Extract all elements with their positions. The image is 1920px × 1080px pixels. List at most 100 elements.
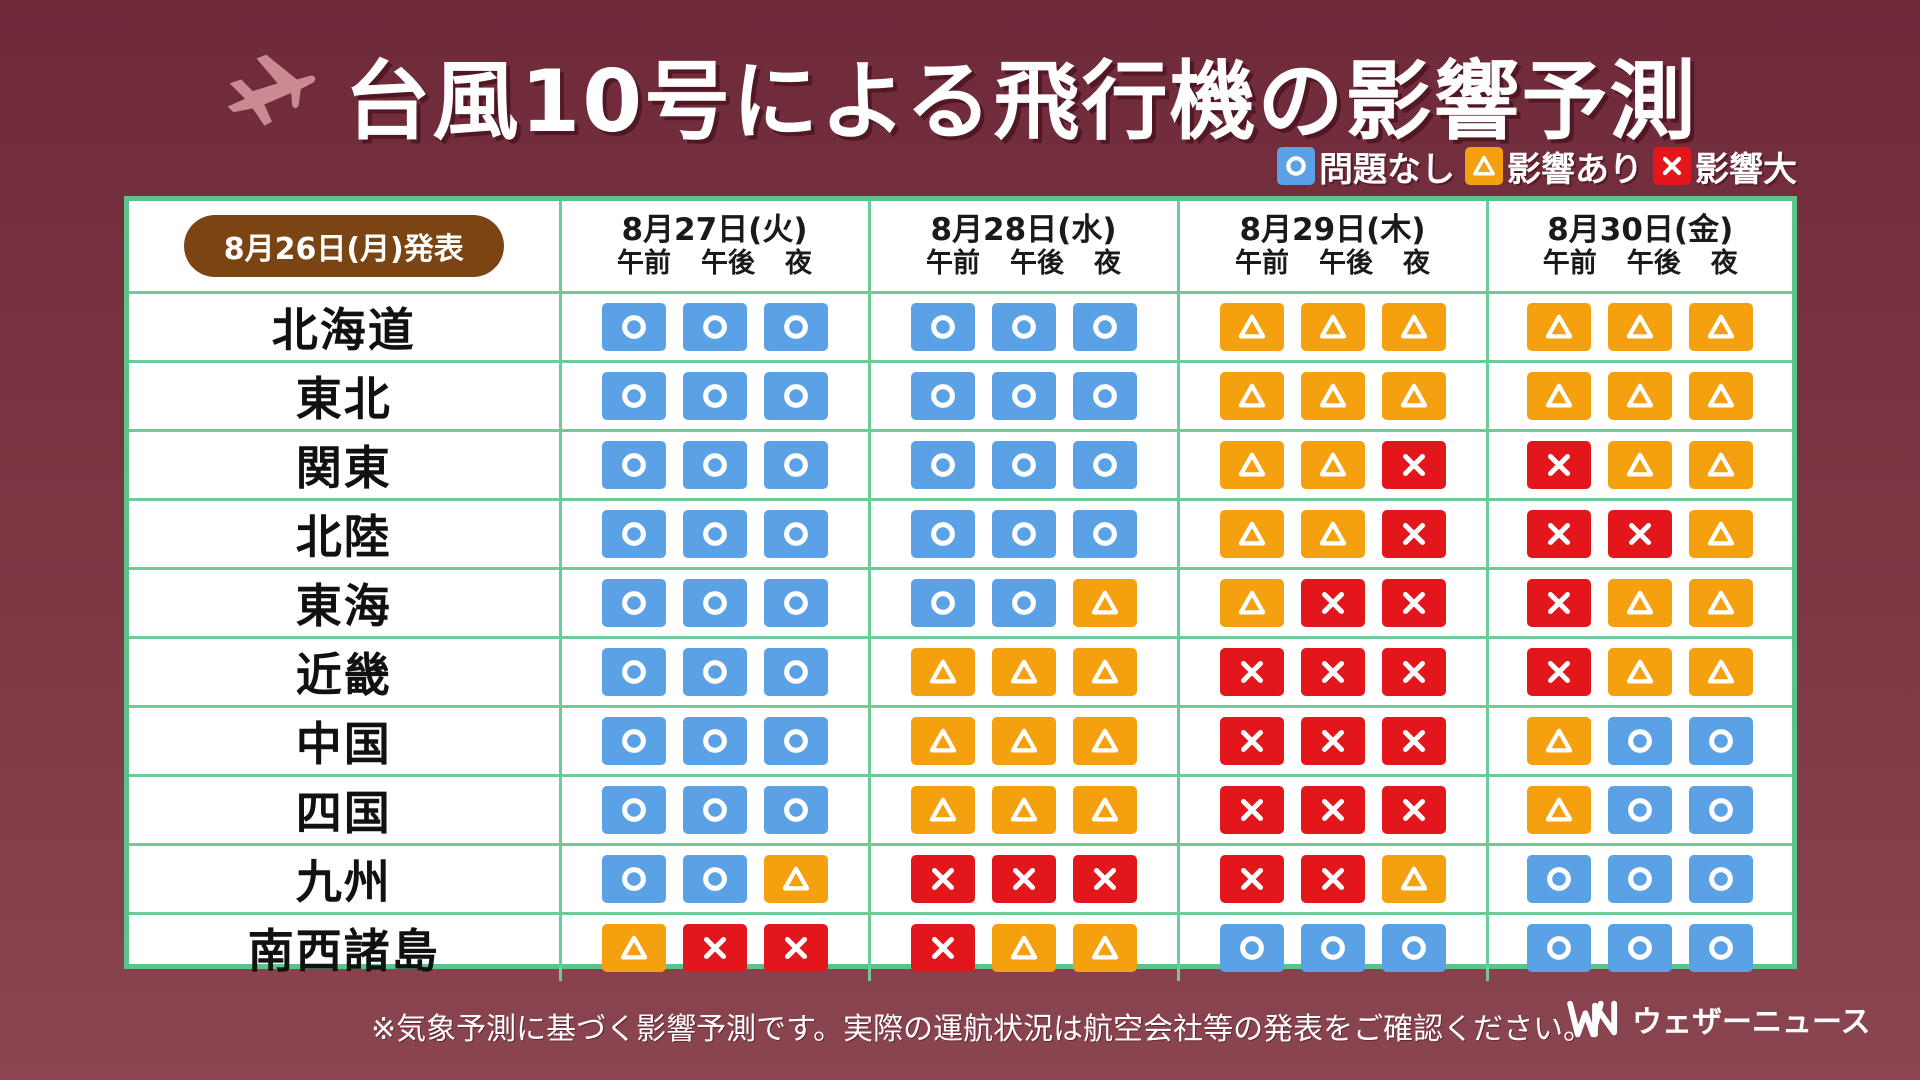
day-cell [558,428,871,501]
day-date: 8月28日(水) [930,211,1117,248]
triangle-icon [1608,440,1673,489]
circle-icon [1381,923,1446,972]
cross-icon [1381,578,1446,627]
day-cell [1176,497,1489,570]
circle-icon [601,302,666,351]
table-row: 中国 [129,704,1792,777]
triangle-icon [910,716,975,765]
circle-icon [682,578,747,627]
triangle-icon [1300,371,1365,420]
triangle-icon [1072,923,1137,972]
issued-cell: 8月26日(月)発表 [129,201,562,294]
table-row: 関東 [129,428,1792,501]
period-night: 夜 [1710,247,1738,279]
triangle-icon [601,923,666,972]
day-cell [558,704,871,777]
day-cell [1485,497,1792,570]
day-cell [1176,911,1489,981]
triangle-icon [910,785,975,834]
day-header: 8月27日(火) 午前 午後 夜 [558,201,871,294]
day-cell [558,911,871,981]
brand-name: ウェザーニュース [1632,1005,1871,1040]
day-cell [558,566,871,639]
table-row: 東海 [129,566,1792,639]
triangle-icon [1219,371,1284,420]
triangle-icon [1689,647,1754,696]
triangle-icon [991,923,1056,972]
cross-icon [1300,578,1365,627]
triangle-icon [1608,578,1673,627]
circle-icon [682,509,747,558]
circle-icon [910,440,975,489]
cross-icon [1527,440,1592,489]
day-cell [1485,292,1792,363]
region-name: 北陸 [129,497,562,570]
circle-icon [1527,854,1592,903]
period-labels: 午前 午後 夜 [871,248,1177,280]
day-cell [558,359,871,432]
circle-icon [682,371,747,420]
circle-icon [763,509,828,558]
region-name: 関東 [129,428,562,501]
day-cell [1485,566,1792,639]
cross-icon [1381,716,1446,765]
day-cell [867,497,1180,570]
period-am: 午前 [926,247,980,279]
circle-icon [1072,440,1137,489]
day-header: 8月29日(木) 午前 午後 夜 [1176,201,1489,294]
triangle-icon [1689,509,1754,558]
triangle-icon [1527,302,1592,351]
period-night: 夜 [785,247,812,279]
cross-icon [1527,647,1592,696]
triangle-icon [1689,302,1754,351]
circle-icon [1608,785,1673,834]
circle-icon [601,509,666,558]
day-cell [867,704,1180,777]
day-cell [1485,428,1792,501]
region-name: 南西諸島 [129,911,562,981]
circle-icon [682,440,747,489]
cross-icon [1381,647,1446,696]
region-name: 東北 [129,359,562,432]
triangle-icon [763,854,828,903]
triangle-icon [1300,509,1365,558]
triangle-icon [1608,302,1673,351]
circle-icon [1072,302,1137,351]
region-name: 近畿 [129,635,562,708]
table-row: 四国 [129,773,1792,846]
triangle-icon [1300,440,1365,489]
cross-icon [1300,716,1365,765]
period-night: 夜 [1094,247,1121,279]
day-date: 8月30日(金) [1547,211,1734,248]
day-cell [867,428,1180,501]
day-cell [558,497,871,570]
circle-icon [910,371,975,420]
circle-icon [991,578,1056,627]
circle-icon [991,302,1056,351]
day-cell [867,359,1180,432]
legend-label: 問題なし [1319,149,1455,190]
day-cell [1485,842,1792,915]
cross-icon [1300,785,1365,834]
period-labels: 午前 午後 夜 [1180,248,1486,280]
day-cell [1485,359,1792,432]
table-row: 近畿 [129,635,1792,708]
triangle-icon [1689,578,1754,627]
circle-icon [763,647,828,696]
brand: ウェザーニュース [1566,996,1871,1042]
cross-icon [910,854,975,903]
region-name: 四国 [129,773,562,846]
cross-icon [1381,785,1446,834]
circle-icon [1608,923,1673,972]
day-date: 8月29日(木) [1239,211,1426,248]
circle-icon [910,509,975,558]
period-am: 午前 [617,247,671,279]
legend-item-bad: 影響大 [1653,142,1797,191]
circle-icon [1689,923,1754,972]
circle-icon [1689,785,1754,834]
legend-label: 影響あり [1507,149,1643,190]
period-pm: 午後 [1319,247,1373,279]
page-title: 台風10号による飛行機の影響予測 [344,51,1698,152]
day-cell [1176,842,1489,915]
triangle-icon [991,647,1056,696]
